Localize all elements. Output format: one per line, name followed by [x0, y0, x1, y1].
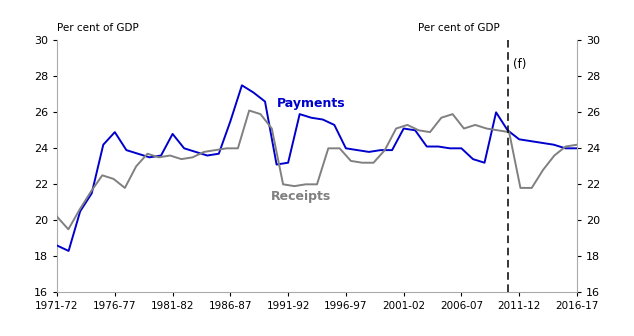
Text: Receipts: Receipts [271, 191, 331, 203]
Text: (f): (f) [514, 58, 527, 71]
Text: Per cent of GDP: Per cent of GDP [57, 23, 139, 33]
Text: Payments: Payments [276, 97, 345, 110]
Text: Per cent of GDP: Per cent of GDP [418, 23, 500, 33]
